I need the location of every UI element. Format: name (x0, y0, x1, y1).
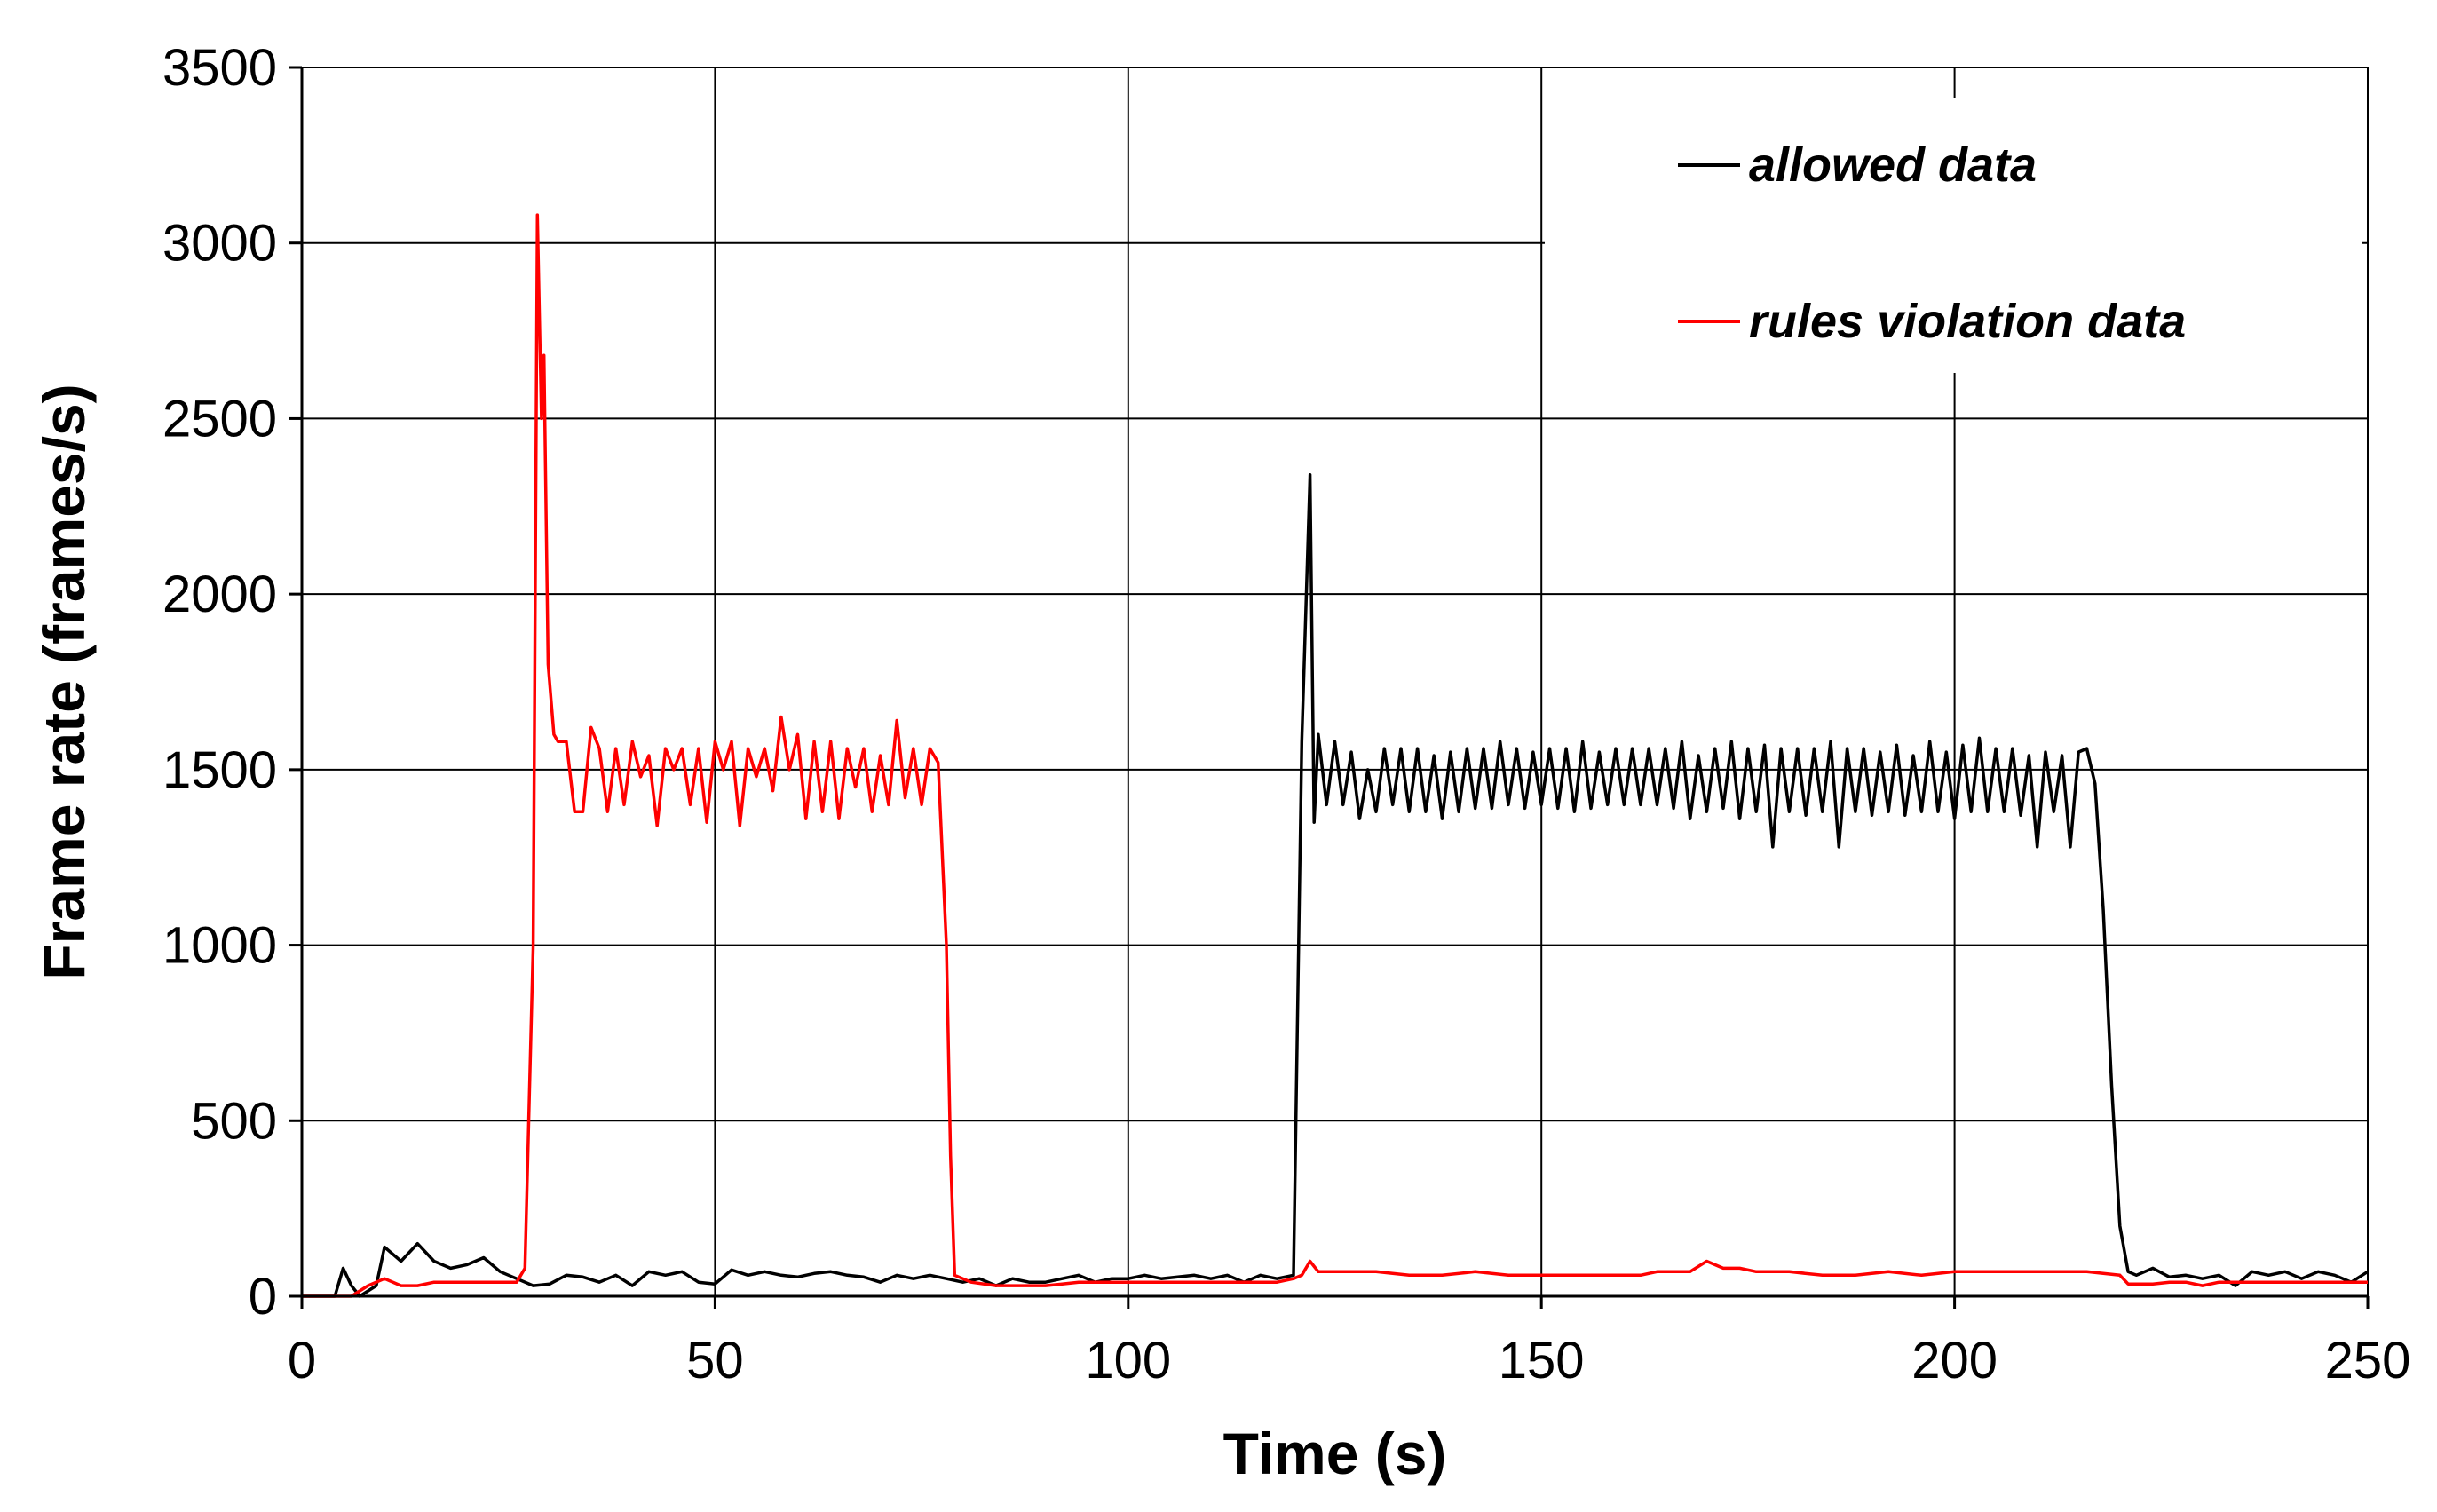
y-tick-label-3: 1500 (162, 741, 277, 799)
series-layer (302, 213, 2369, 1298)
y-tick-label-6: 3000 (162, 215, 277, 273)
y-axis-title: Frame rate (frames/s) (31, 384, 97, 979)
x-tick-label-0: 0 (288, 1332, 316, 1389)
y-tick-label-0: 0 (249, 1268, 277, 1326)
legend-label-rules-violation: rules violation data (1749, 295, 2186, 348)
legend: allowed data rules violation data (1545, 98, 2362, 373)
axes (289, 66, 2370, 1309)
y-tick-label-4: 2000 (162, 566, 277, 623)
series-line-0 (302, 472, 2369, 1298)
x-tick-label-3: 150 (1499, 1332, 1585, 1389)
tick-labels: 0 500 1000 1500 2000 2500 3000 3500 0 50 100 150 200… (162, 39, 2410, 1389)
x-tick-label-2: 100 (1085, 1332, 1171, 1389)
legend-label-allowed: allowed data (1749, 139, 2037, 192)
y-tick-label-2: 1000 (162, 917, 277, 975)
y-tick-label-7: 3500 (162, 39, 277, 97)
series-line-1 (302, 213, 2368, 1298)
y-tick-label-5: 2500 (162, 390, 277, 447)
x-tick-label-4: 200 (1911, 1332, 1998, 1389)
legend-box-mask (1545, 98, 2362, 373)
y-tick-label-1: 500 (191, 1092, 277, 1150)
x-tick-label-1: 50 (686, 1332, 744, 1389)
x-tick-label-5: 250 (2325, 1332, 2411, 1389)
x-axis-title: Time (s) (1223, 1421, 1447, 1486)
